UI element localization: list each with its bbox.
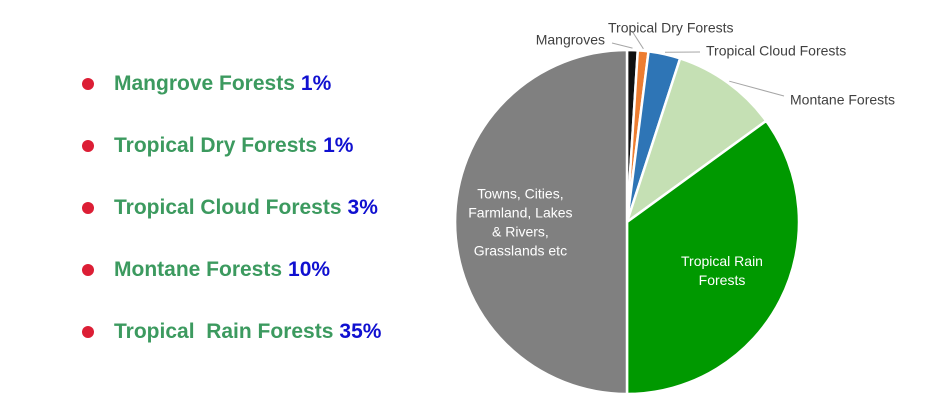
bullet-icon xyxy=(82,326,94,338)
bullet-icon xyxy=(82,202,94,214)
legend-item-name: Montane Forests xyxy=(114,258,283,281)
legend-item-name: Tropical Dry Forests xyxy=(114,134,318,157)
slice-label-mangroves: Mangroves xyxy=(536,32,605,48)
pie-slice-montane-forests xyxy=(624,56,768,226)
legend-item-percent: 3% xyxy=(347,196,378,219)
legend-item-name: Tropical Rain Forests xyxy=(114,320,334,343)
slice-label-montane-forests: Montane Forests xyxy=(790,92,895,108)
slice-label-tropical-rain-forests: Tropical Rain Forests xyxy=(681,253,763,288)
slice-label-tropical-cloud-forests: Tropical Cloud Forests xyxy=(706,43,846,59)
legend-item-tropical-cloud-forests: Tropical Cloud Forests 3% xyxy=(82,192,381,224)
slice-label-line: Towns, Cities, xyxy=(477,186,563,202)
pie-slice-towns-cities-farmland-lakes-rivers-grasslands-etc xyxy=(453,48,629,396)
legend-item-percent: 35% xyxy=(339,320,382,343)
bullet-icon xyxy=(82,140,94,152)
legend-item-mangrove-forests: Mangrove Forests 1% xyxy=(82,68,381,100)
leader-line xyxy=(729,80,785,97)
legend-item-montane-forests: Montane Forests 10% xyxy=(82,254,381,286)
leader-line xyxy=(631,30,644,50)
legend-item-name: Tropical Cloud Forests xyxy=(114,196,342,219)
bullet-icon xyxy=(82,264,94,276)
slice-label-line: Forests xyxy=(699,272,746,288)
slice-label-line: & Rivers, xyxy=(492,224,549,240)
pie-slice-tropical-rain-forests xyxy=(625,119,801,396)
legend-item-tropical-dry-forests: Tropical Dry Forests 1% xyxy=(82,130,381,162)
slice-label-towns-cities-farmland-lakes-rivers-grasslands-etc: Towns, Cities, Farmland, Lakes & Rivers, Gr… xyxy=(468,186,572,259)
legend-item-percent: 10% xyxy=(288,258,331,281)
slice-label-tropical-dry-forests: Tropical Dry Forests xyxy=(608,20,734,36)
legend-item-name: Mangrove Forests xyxy=(114,72,295,95)
legend-item-percent: 1% xyxy=(300,72,332,95)
slice-label-line: Farmland, Lakes xyxy=(468,205,572,221)
legend-item-percent: 1% xyxy=(323,134,354,157)
bullet-icon xyxy=(82,78,94,90)
slice-label-line: Grasslands etc xyxy=(474,243,567,259)
legend-item-tropical-rain-forests: Tropical Rain Forests 35% xyxy=(82,316,381,348)
slice-label-line: Tropical Rain xyxy=(681,253,763,269)
legend-list: Mangrove Forests 1% Tropical Dry Forests… xyxy=(82,68,381,378)
leader-line xyxy=(611,42,633,49)
